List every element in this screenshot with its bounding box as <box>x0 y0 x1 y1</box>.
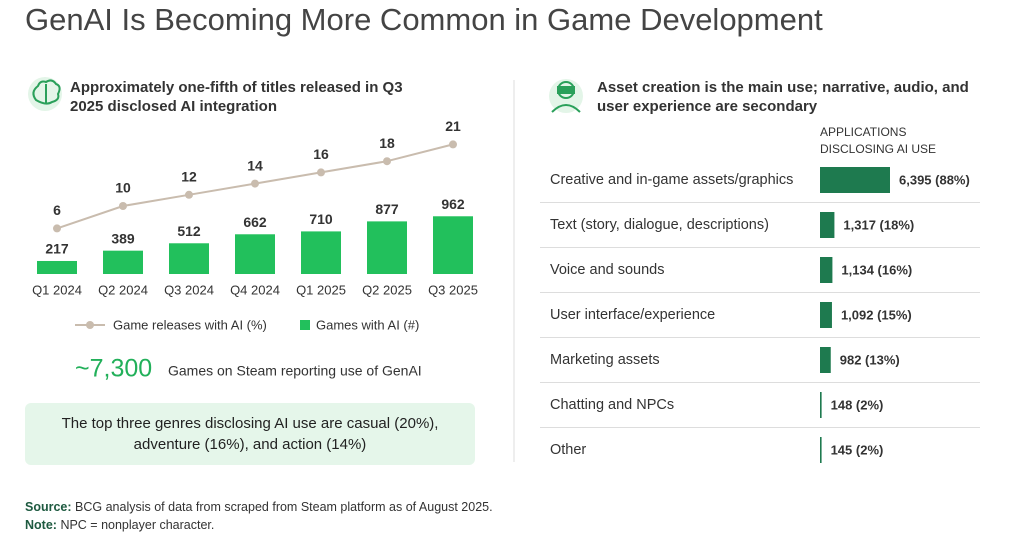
line-point <box>383 157 391 166</box>
bar <box>820 302 832 328</box>
data-label: 962 <box>441 196 465 212</box>
data-label: 512 <box>177 223 201 239</box>
note-label: Note: <box>25 518 57 532</box>
chart-title: Asset creation is the main use; narrativ… <box>597 79 969 115</box>
data-label: 1,134 (16%) <box>841 262 912 277</box>
line-point <box>119 202 127 210</box>
value-header: APPLICATIONS DISCLOSING AI USE <box>820 125 937 156</box>
bar <box>820 212 835 238</box>
source: Source: BCG analysis of data from scrape… <box>25 500 493 514</box>
line-point <box>185 190 193 199</box>
x-tick-label: Q2 2025 <box>362 282 412 297</box>
bar <box>103 250 143 274</box>
bar <box>37 260 77 274</box>
data-label: 1,092 (15%) <box>841 307 912 322</box>
source-text: BCG analysis of data from scraped from S… <box>75 500 493 514</box>
page-title: GenAI Is Becoming More Common in Game De… <box>25 2 823 37</box>
x-tick-label: Q1 2024 <box>32 282 82 297</box>
bar <box>169 243 209 274</box>
stat-label: Games on Steam reporting use of GenAI <box>168 363 422 379</box>
data-label: 877 <box>375 201 399 217</box>
data-label: 6 <box>53 202 61 218</box>
line-point <box>251 179 259 188</box>
legend-label: Games with AI (#) <box>316 317 419 332</box>
data-label: 710 <box>309 211 333 227</box>
category-label: Voice and sounds <box>550 262 664 278</box>
bar <box>820 392 822 418</box>
data-label: 217 <box>45 241 69 257</box>
data-label: 1,317 (18%) <box>843 217 914 232</box>
stat-value: ~7,300 <box>75 355 152 383</box>
category-label: Text (story, dialogue, descriptions) <box>550 217 769 233</box>
x-tick-label: Q4 2024 <box>230 282 280 297</box>
data-label: 148 (2%) <box>831 397 884 412</box>
legend-swatch <box>300 320 310 330</box>
callout-text: The top three genres disclosing AI use a… <box>61 415 439 453</box>
bar <box>301 231 341 274</box>
line-point <box>449 140 457 149</box>
x-tick-label: Q3 2025 <box>428 282 478 297</box>
category-label: Other <box>550 442 586 458</box>
note: Note: NPC = nonplayer character. <box>25 518 214 532</box>
data-label: 21 <box>445 118 461 134</box>
category-label: Creative and in-game assets/graphics <box>550 172 793 188</box>
x-tick-label: Q2 2024 <box>98 282 148 297</box>
x-tick-label: Q3 2024 <box>164 282 214 297</box>
data-label: 145 (2%) <box>831 442 884 457</box>
data-label: 662 <box>243 214 267 230</box>
data-label: 389 <box>111 230 135 246</box>
category-label: User interface/experience <box>550 307 715 323</box>
category-label: Marketing assets <box>550 352 660 368</box>
bar <box>235 234 275 274</box>
bar <box>367 221 407 274</box>
bar <box>433 216 473 274</box>
line-point <box>317 168 325 177</box>
person-icon <box>549 79 583 113</box>
data-label: 982 (13%) <box>840 352 900 367</box>
data-label: 16 <box>313 146 329 162</box>
source-label: Source: <box>25 500 72 514</box>
chart-title: Approximately one-fifth of titles releas… <box>70 79 403 115</box>
note-text: NPC = nonplayer character. <box>60 518 215 532</box>
brain-icon <box>28 77 62 111</box>
legend-label: Game releases with AI (%) <box>113 317 267 332</box>
legend-swatch <box>86 321 94 329</box>
callout-box <box>25 403 475 465</box>
data-label: 6,395 (88%) <box>899 172 970 187</box>
bar <box>820 257 833 283</box>
bar <box>820 167 890 193</box>
data-label: 18 <box>379 135 395 151</box>
data-label: 12 <box>181 169 197 185</box>
data-label: 10 <box>115 180 131 196</box>
data-label: 14 <box>247 157 263 173</box>
category-label: Chatting and NPCs <box>550 397 674 413</box>
bar <box>820 437 822 463</box>
bar <box>820 347 831 373</box>
line-point <box>53 224 61 233</box>
x-tick-label: Q1 2025 <box>296 282 346 297</box>
